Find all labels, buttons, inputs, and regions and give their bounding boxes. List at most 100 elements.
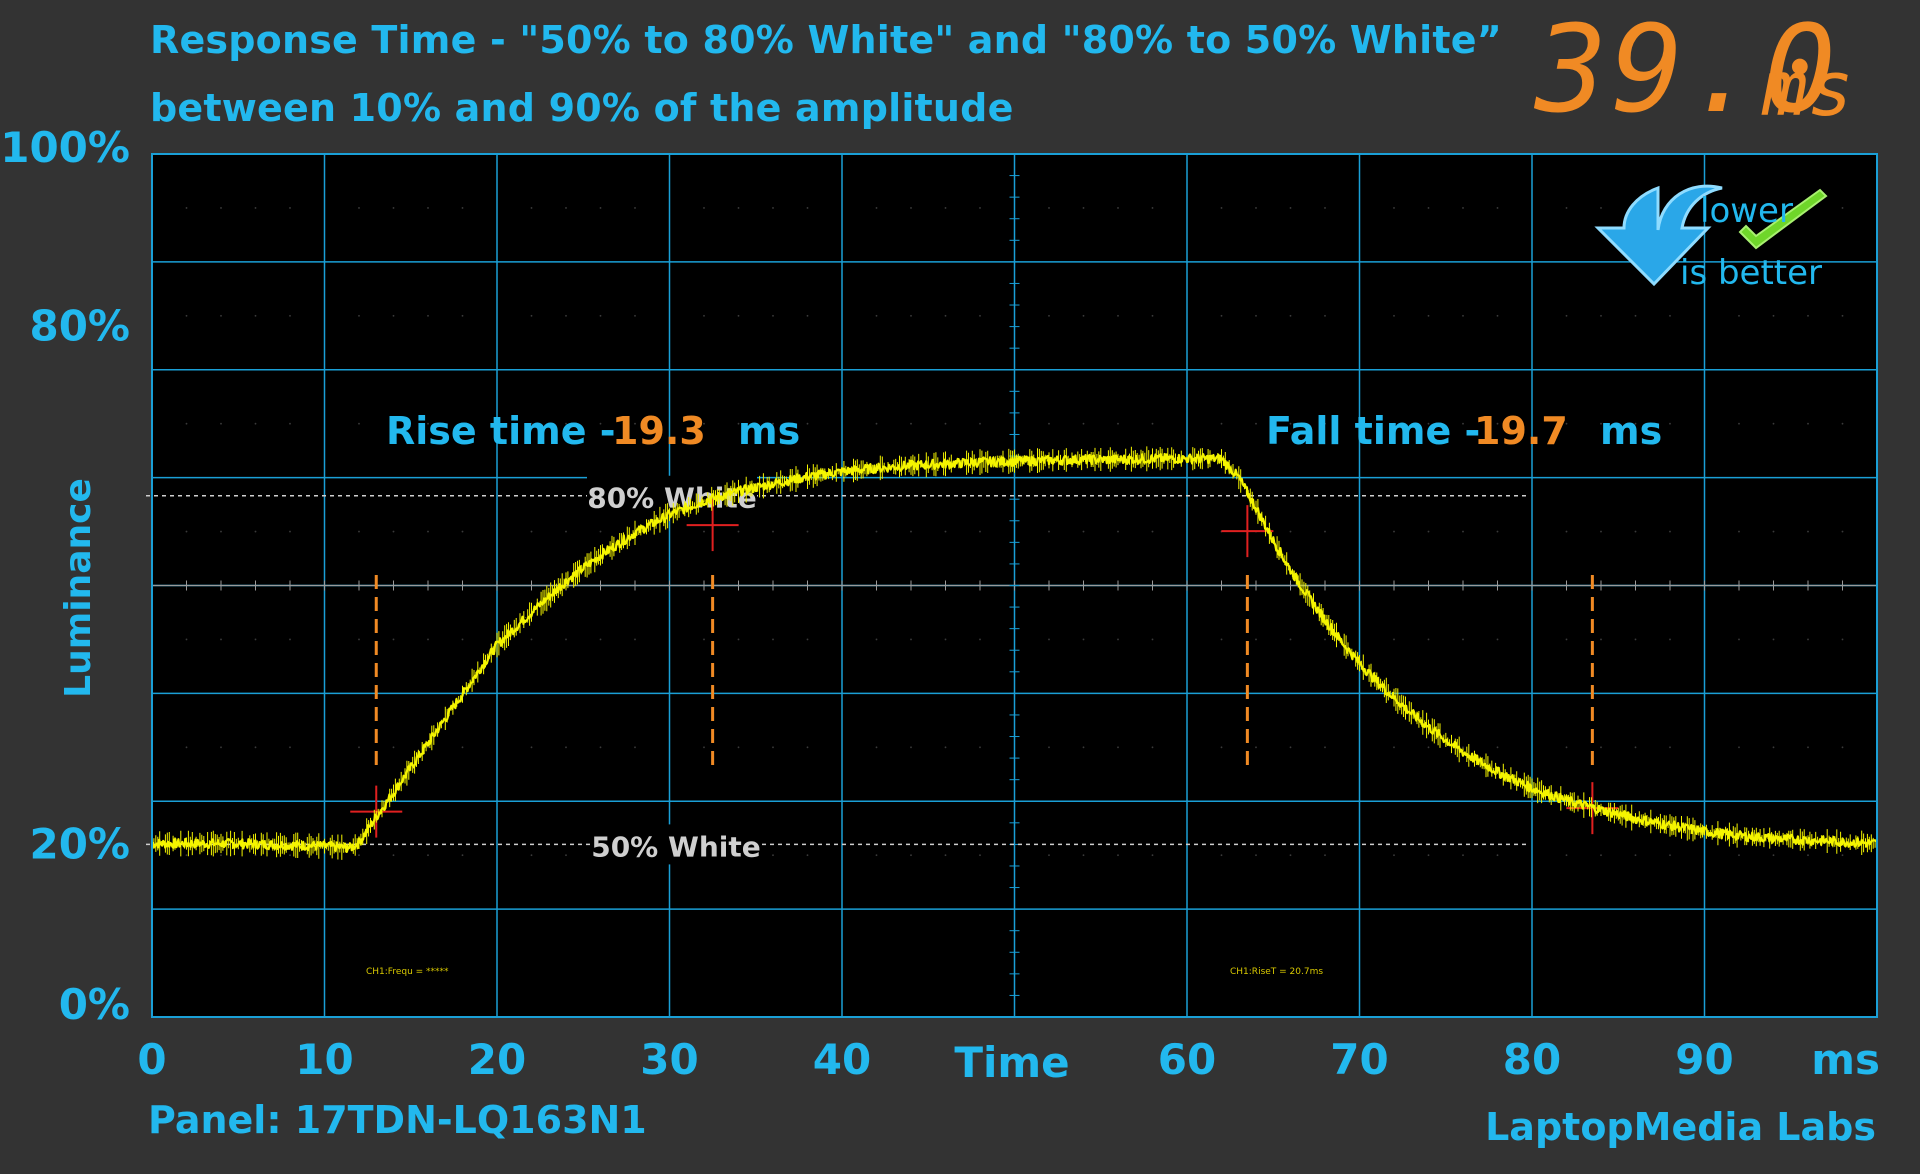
grid-dot	[1807, 422, 1809, 425]
grid-dot	[530, 854, 533, 857]
grid-dot	[1117, 746, 1119, 749]
grid-dot	[910, 746, 912, 749]
grid-dot	[1393, 422, 1395, 425]
grid-dot	[358, 207, 360, 209]
grid-dot	[1427, 638, 1430, 641]
grid-dot	[530, 638, 533, 641]
grid-dot	[427, 638, 429, 641]
grid-dot	[1220, 854, 1223, 857]
grid-dot	[703, 530, 705, 533]
grid-dot	[358, 638, 360, 641]
grid-dot	[599, 314, 602, 317]
grid-dot	[427, 854, 429, 857]
grid-dot	[1427, 746, 1430, 749]
grid-dot	[1841, 746, 1844, 749]
x-tick-label: 60	[1158, 1035, 1216, 1084]
grid-dot	[1117, 314, 1119, 317]
grid-dot	[1565, 314, 1568, 317]
fall-time-unit: ms	[1600, 409, 1662, 453]
grid-dot	[772, 314, 774, 317]
grid-dot	[1807, 314, 1809, 317]
grid-dot	[1634, 746, 1637, 749]
grid-dot	[1738, 207, 1740, 209]
grid-dot	[737, 314, 740, 317]
grid-dot	[1600, 746, 1602, 749]
grid-dot	[358, 314, 360, 317]
grid-dot	[1324, 746, 1326, 749]
grid-dot	[1565, 854, 1568, 857]
grid-dot	[1082, 422, 1085, 425]
grid-dot	[392, 314, 395, 317]
grid-dot	[1772, 638, 1775, 641]
grid-dot	[289, 314, 291, 317]
grid-dot	[1393, 638, 1395, 641]
x-axis-unit: ms	[1811, 1035, 1880, 1084]
grid-dot	[1151, 638, 1154, 641]
grid-dot	[1807, 746, 1809, 749]
grid-dot	[1082, 854, 1085, 857]
grid-dot	[634, 746, 636, 749]
grid-dot	[1841, 530, 1844, 533]
grid-dot	[1289, 746, 1292, 749]
grid-dot	[1393, 530, 1395, 533]
x-axis-label: Time	[954, 1038, 1069, 1087]
grid-dot	[1289, 314, 1292, 317]
grid-dot	[1462, 638, 1464, 641]
grid-dot	[979, 314, 981, 317]
grid-dot	[461, 207, 464, 209]
grid-dot	[910, 530, 912, 533]
grid-dot	[220, 854, 222, 857]
grid-dot	[1738, 746, 1740, 749]
grid-dot	[875, 530, 878, 533]
grid-dot	[1048, 207, 1050, 209]
grid-dot	[772, 746, 774, 749]
grid-dot	[392, 638, 395, 641]
grid-dot	[772, 207, 774, 209]
grid-dot	[806, 746, 809, 749]
grid-dot	[806, 638, 809, 641]
grid-dot	[1048, 854, 1050, 857]
grid-dot	[289, 854, 291, 857]
grid-dot	[1600, 638, 1602, 641]
grid-dot	[979, 638, 981, 641]
brand-label: LaptopMedia Labs	[1485, 1105, 1876, 1149]
grid-dot	[1048, 746, 1050, 749]
chart-subtitle: between 10% and 90% of the amplitude	[150, 86, 1014, 130]
grid-dot	[1634, 638, 1637, 641]
reference-line-label: 50% White	[591, 830, 761, 863]
total-response-time-unit: ms	[1762, 44, 1854, 133]
grid-dot	[1117, 638, 1119, 641]
x-tick-label: 80	[1503, 1035, 1561, 1084]
grid-dot	[1255, 207, 1257, 209]
grid-dot	[1048, 530, 1050, 533]
grid-dot	[910, 638, 912, 641]
grid-dot	[1082, 530, 1085, 533]
grid-dot	[1289, 530, 1292, 533]
grid-dot	[1393, 746, 1395, 749]
fall-time-label: Fall time -	[1266, 409, 1480, 453]
grid-dot	[427, 314, 429, 317]
grid-dot	[703, 638, 705, 641]
grid-dot	[1324, 207, 1326, 209]
x-tick-label: 10	[295, 1035, 353, 1084]
grid-dot	[1427, 530, 1430, 533]
y-tick-label: 20%	[29, 819, 130, 868]
grid-dot	[944, 207, 947, 209]
grid-dot	[1462, 854, 1464, 857]
grid-dot	[1600, 854, 1602, 857]
grid-dot	[530, 530, 533, 533]
grid-dot	[806, 530, 809, 533]
grid-dot	[634, 314, 636, 317]
x-tick-label: 40	[813, 1035, 871, 1084]
grid-dot	[358, 854, 360, 857]
grid-dot	[1151, 530, 1154, 533]
grid-dot	[1289, 854, 1292, 857]
badge-better-text: is better	[1680, 253, 1822, 293]
grid-dot	[461, 422, 464, 425]
grid-dot	[979, 530, 981, 533]
grid-dot	[875, 854, 878, 857]
rise-time-unit: ms	[738, 409, 800, 453]
ch1-riset-readout: CH1:RiseT = 20.7ms	[1230, 967, 1323, 977]
grid-dot	[1324, 422, 1326, 425]
reference-label-bg	[591, 824, 761, 865]
